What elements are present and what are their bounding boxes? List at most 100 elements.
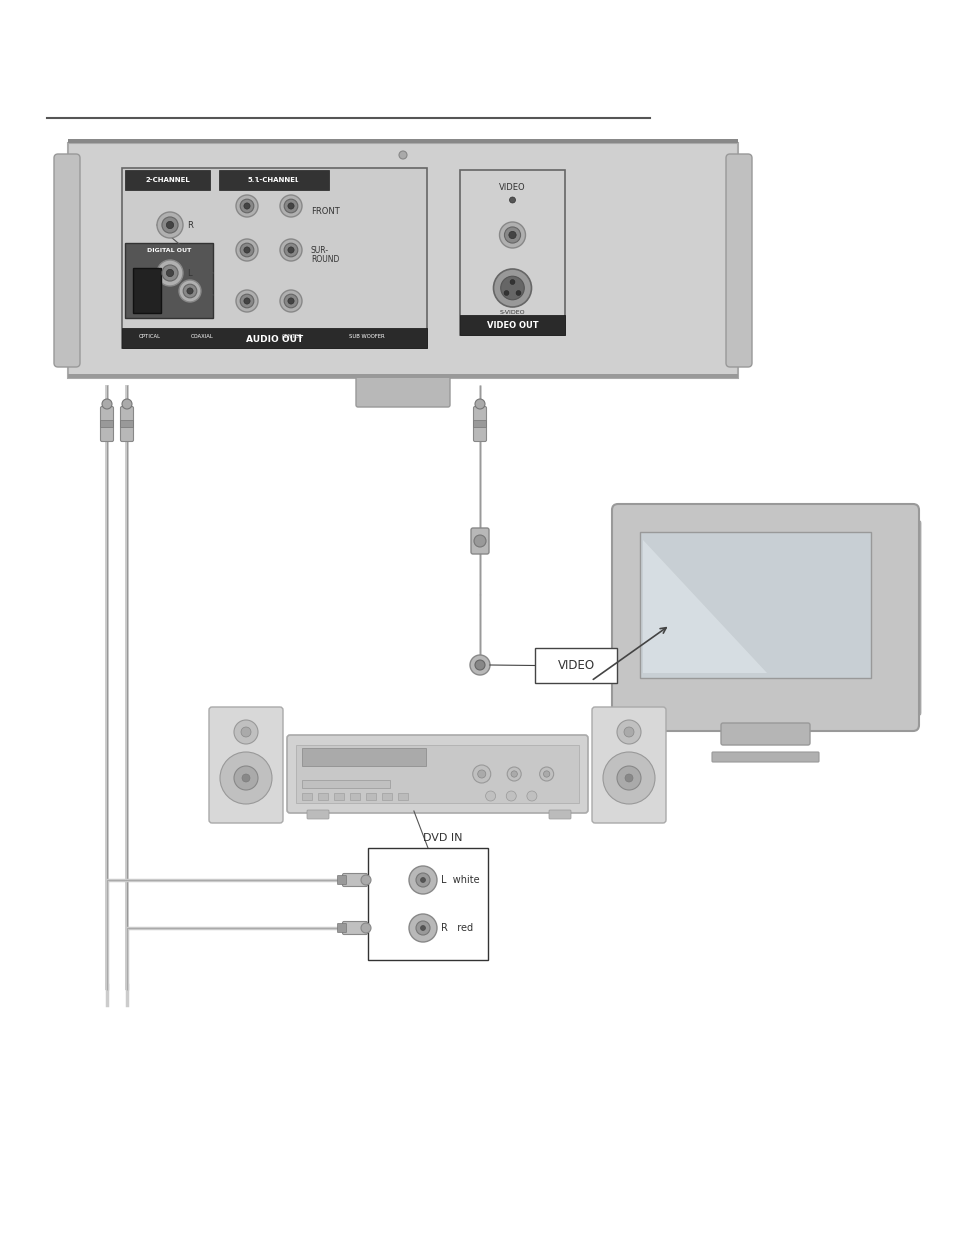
FancyBboxPatch shape xyxy=(473,407,486,442)
Text: VIDEO: VIDEO xyxy=(557,659,594,672)
Circle shape xyxy=(280,239,302,261)
Circle shape xyxy=(602,753,655,804)
Circle shape xyxy=(420,877,425,882)
Text: 2-CHANNEL: 2-CHANNEL xyxy=(145,177,190,183)
Circle shape xyxy=(516,291,520,296)
FancyBboxPatch shape xyxy=(307,810,329,819)
Circle shape xyxy=(526,791,537,801)
Text: DIGITAL OUT: DIGITAL OUT xyxy=(147,249,191,254)
Circle shape xyxy=(617,720,640,744)
Circle shape xyxy=(500,276,524,300)
Text: COAXIAL: COAXIAL xyxy=(191,333,213,340)
Circle shape xyxy=(617,766,640,790)
Circle shape xyxy=(507,768,520,781)
Circle shape xyxy=(288,297,294,304)
Circle shape xyxy=(543,771,549,778)
Circle shape xyxy=(187,287,193,294)
Bar xyxy=(68,139,738,143)
FancyBboxPatch shape xyxy=(100,407,113,442)
Circle shape xyxy=(474,535,485,547)
Circle shape xyxy=(183,284,196,297)
Circle shape xyxy=(220,753,272,804)
Circle shape xyxy=(624,774,633,782)
Circle shape xyxy=(420,926,425,931)
FancyBboxPatch shape xyxy=(54,154,80,367)
Circle shape xyxy=(179,280,201,302)
Text: S-VIDEO: S-VIDEO xyxy=(499,311,525,316)
Circle shape xyxy=(284,294,297,307)
Circle shape xyxy=(503,291,509,296)
FancyBboxPatch shape xyxy=(473,420,486,428)
Circle shape xyxy=(284,199,297,213)
Circle shape xyxy=(235,239,257,261)
Text: SUR-
ROUND: SUR- ROUND xyxy=(311,245,339,265)
Text: R: R xyxy=(295,182,301,190)
Text: R   red: R red xyxy=(440,923,473,933)
FancyBboxPatch shape xyxy=(471,527,489,554)
Text: CENTER: CENTER xyxy=(281,333,302,340)
Circle shape xyxy=(475,661,484,671)
Circle shape xyxy=(162,216,178,233)
FancyBboxPatch shape xyxy=(612,504,918,731)
Bar xyxy=(302,780,390,787)
Circle shape xyxy=(510,280,515,285)
Bar xyxy=(132,267,161,313)
FancyBboxPatch shape xyxy=(337,876,346,884)
Bar xyxy=(368,848,488,960)
Bar xyxy=(219,170,329,190)
Bar xyxy=(459,315,564,335)
Circle shape xyxy=(509,197,515,203)
Bar xyxy=(334,792,344,800)
Text: VIDEO OUT: VIDEO OUT xyxy=(486,321,537,331)
Circle shape xyxy=(485,791,495,801)
Circle shape xyxy=(508,231,516,239)
Circle shape xyxy=(416,921,430,935)
FancyBboxPatch shape xyxy=(725,154,751,367)
FancyBboxPatch shape xyxy=(120,420,133,428)
Circle shape xyxy=(102,399,112,409)
Bar xyxy=(125,243,213,318)
Bar xyxy=(639,532,870,678)
Circle shape xyxy=(233,720,257,744)
Circle shape xyxy=(157,260,183,286)
Bar xyxy=(302,792,312,800)
Circle shape xyxy=(288,246,294,253)
Polygon shape xyxy=(642,540,766,673)
FancyBboxPatch shape xyxy=(711,753,818,763)
Circle shape xyxy=(288,203,294,209)
FancyBboxPatch shape xyxy=(592,707,665,824)
Circle shape xyxy=(623,726,634,736)
Circle shape xyxy=(235,290,257,312)
Text: L  white: L white xyxy=(440,875,479,884)
Circle shape xyxy=(398,151,407,159)
Circle shape xyxy=(284,243,297,256)
Circle shape xyxy=(244,246,250,253)
Circle shape xyxy=(233,766,257,790)
Bar xyxy=(122,168,427,348)
Bar xyxy=(366,792,375,800)
Bar xyxy=(397,792,408,800)
Circle shape xyxy=(499,221,525,248)
Circle shape xyxy=(240,243,253,256)
Text: R: R xyxy=(187,220,193,229)
FancyBboxPatch shape xyxy=(120,407,133,442)
FancyBboxPatch shape xyxy=(355,376,450,407)
FancyBboxPatch shape xyxy=(720,723,809,745)
Circle shape xyxy=(242,774,250,782)
Bar xyxy=(459,170,564,335)
Bar xyxy=(535,648,617,683)
Bar xyxy=(302,748,425,766)
Circle shape xyxy=(493,269,531,307)
Text: AUDIO OUT: AUDIO OUT xyxy=(246,335,303,343)
Circle shape xyxy=(470,656,490,675)
Text: DVD IN: DVD IN xyxy=(423,833,462,843)
Circle shape xyxy=(162,265,178,281)
Circle shape xyxy=(241,726,251,736)
Text: OPTICAL: OPTICAL xyxy=(139,333,161,340)
FancyBboxPatch shape xyxy=(884,520,920,717)
Text: 5.1-CHANNEL: 5.1-CHANNEL xyxy=(248,177,300,183)
Bar xyxy=(122,328,427,348)
Bar xyxy=(68,374,738,378)
Text: FRONT: FRONT xyxy=(311,207,339,215)
Text: R: R xyxy=(252,182,257,190)
